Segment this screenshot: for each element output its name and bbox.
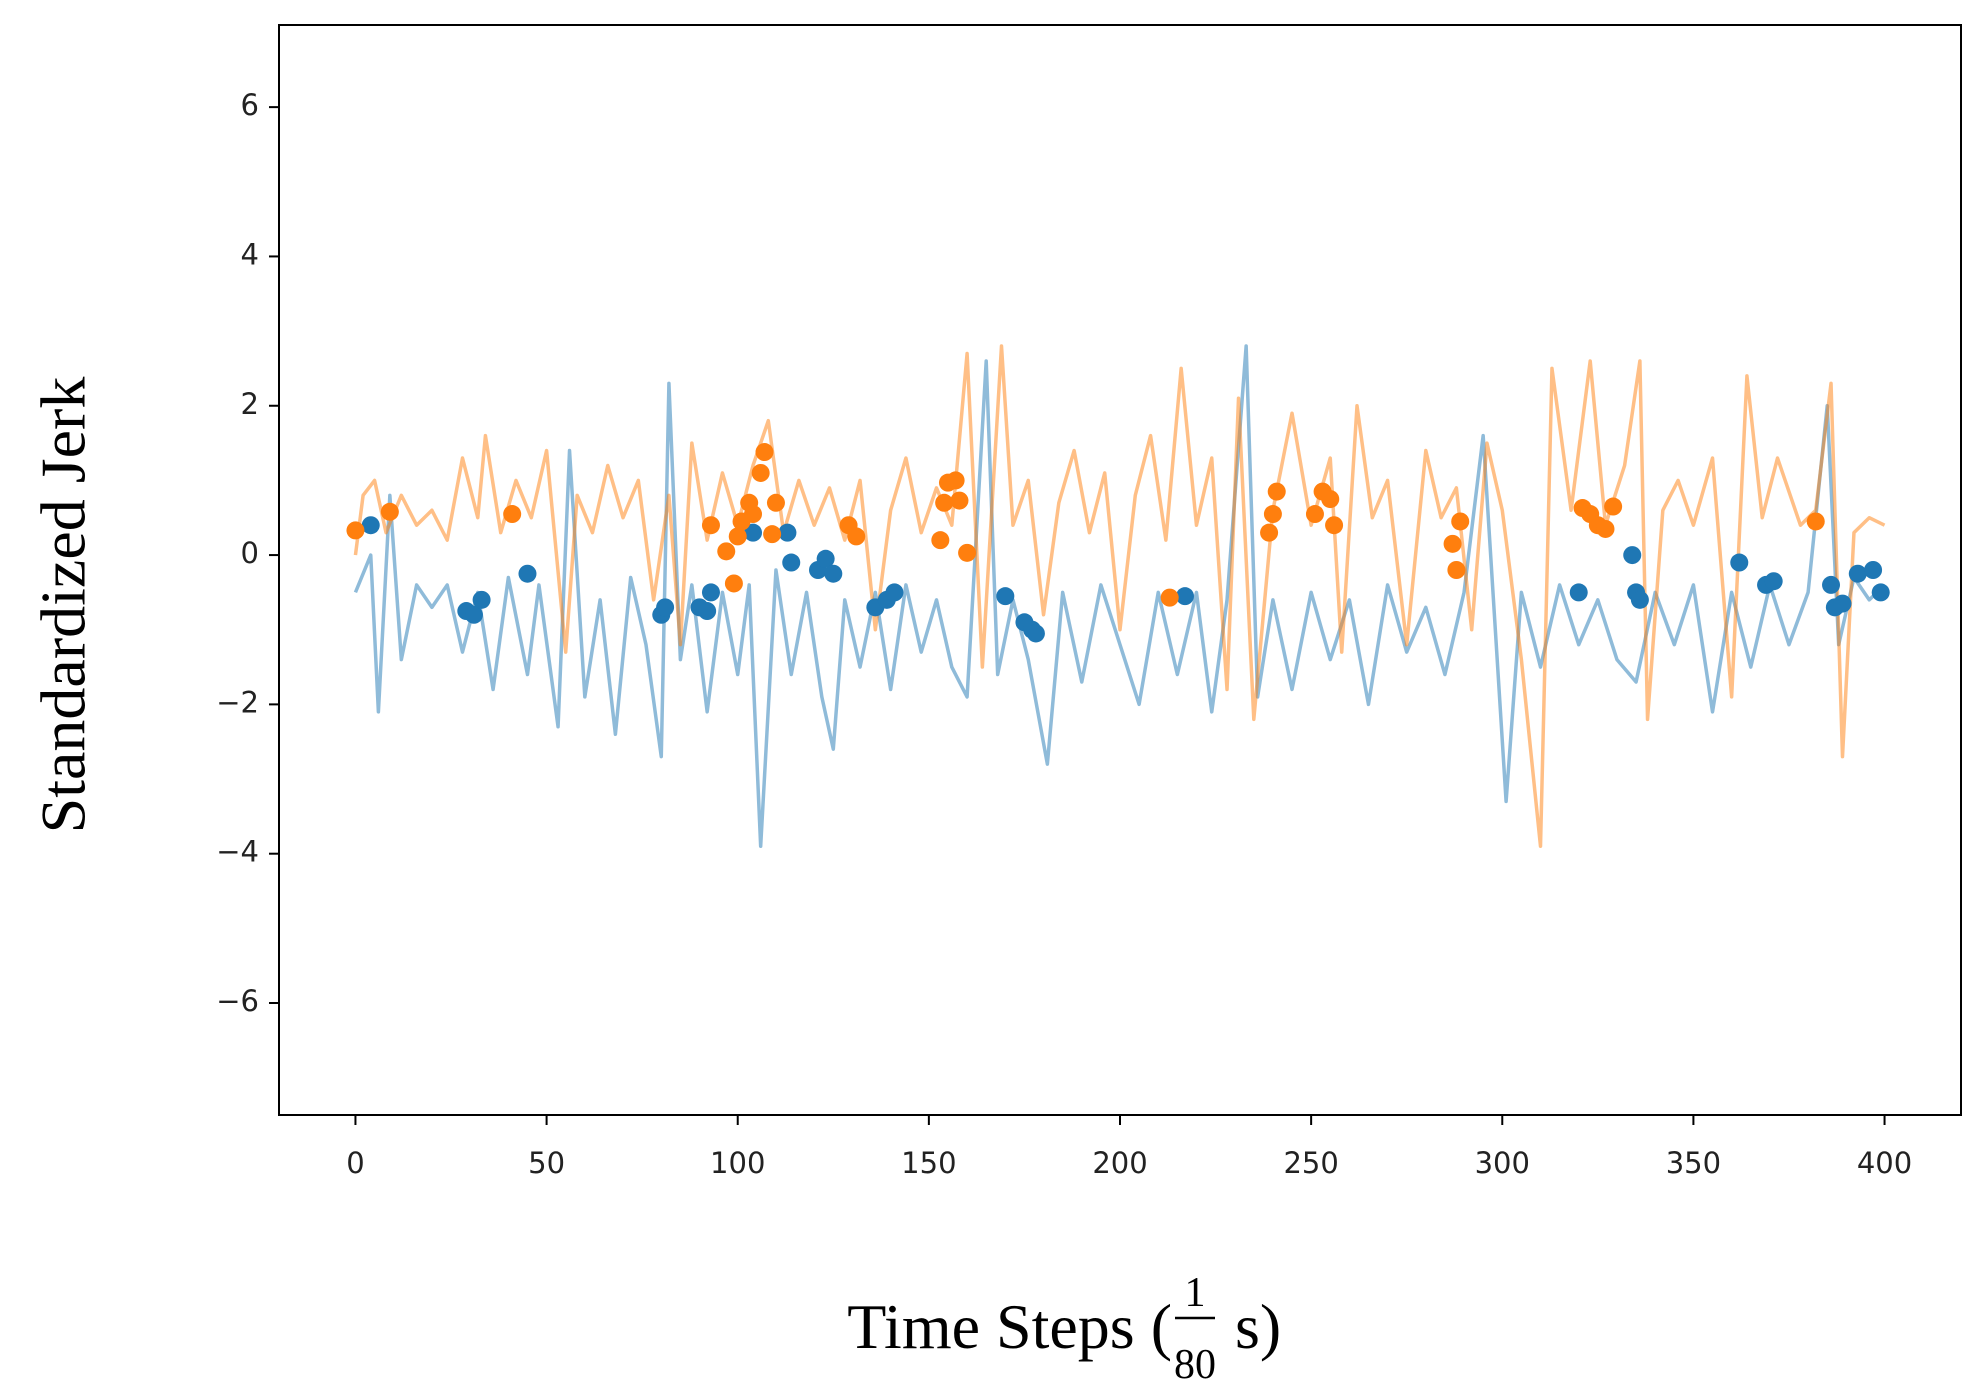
scatter-point <box>1833 594 1852 613</box>
scatter-point <box>744 505 763 524</box>
scatter-point <box>1630 590 1649 609</box>
scatter-point <box>996 587 1015 606</box>
scatter-point <box>472 590 491 609</box>
scatter-point <box>1260 523 1279 542</box>
scatter-point <box>701 583 720 602</box>
scatter-point <box>361 516 380 535</box>
x-tick-label: 250 <box>1283 1146 1338 1180</box>
scatter-point <box>751 463 770 482</box>
scatter-point <box>346 521 365 540</box>
scatter-point <box>518 564 537 583</box>
y-tick-label: 0 <box>241 536 259 570</box>
scatter-point <box>1451 512 1470 531</box>
scatter-point <box>1325 516 1344 535</box>
y-tick-label: −6 <box>216 984 259 1018</box>
x-label-numerator: 1 <box>1185 1270 1206 1316</box>
scatter-point <box>755 443 774 462</box>
scatter-point <box>1604 497 1623 516</box>
scatter-point <box>1263 505 1282 524</box>
scatter-point <box>1267 482 1286 501</box>
x-tick-label: 200 <box>1092 1146 1147 1180</box>
scatter-point <box>1447 561 1466 579</box>
scatter-point <box>1443 534 1462 553</box>
scatter-point <box>946 471 965 490</box>
scatter-point <box>1305 505 1324 524</box>
series-line <box>353 344 1886 848</box>
scatter-point <box>1848 564 1867 583</box>
scatter-point <box>1864 561 1883 579</box>
y-tick-label: 6 <box>241 88 259 122</box>
scatter-point <box>717 542 736 561</box>
scatter-point <box>778 523 797 542</box>
scatter-point <box>1822 575 1841 594</box>
y-tick-label: 2 <box>241 387 259 421</box>
scatter-point <box>958 543 977 562</box>
x-label-text: Time Steps ( <box>847 1291 1172 1362</box>
scatter-point <box>950 491 969 510</box>
scatter-point <box>503 505 522 524</box>
x-tick-label: 400 <box>1857 1146 1912 1180</box>
scatter-point <box>824 564 843 583</box>
x-tick-label: 50 <box>528 1146 565 1180</box>
scatter-point <box>763 525 782 544</box>
y-tick-label: 4 <box>241 237 259 271</box>
scatter-point <box>1596 519 1615 538</box>
scatter-point <box>885 583 904 602</box>
scatter-point <box>656 598 675 617</box>
x-tick-label: 0 <box>346 1146 364 1180</box>
scatter-point <box>464 605 483 624</box>
scatter-point <box>1871 583 1890 602</box>
scatter-point <box>931 531 950 550</box>
scatter-point <box>698 602 717 621</box>
scatter-point <box>816 549 835 568</box>
scatter-point <box>380 502 399 521</box>
scatter-point <box>1569 583 1588 602</box>
scatter-point <box>1806 512 1825 531</box>
x-tick-label: 100 <box>710 1146 765 1180</box>
x-tick-label: 350 <box>1666 1146 1721 1180</box>
x-label-denominator: 80 <box>1174 1342 1216 1388</box>
scatter-point <box>744 523 763 542</box>
scatter-point <box>1175 587 1194 606</box>
scatter-point <box>724 574 743 593</box>
x-tick-label: 300 <box>1475 1146 1530 1180</box>
x-label-unit: s) <box>1235 1291 1281 1362</box>
scatter-point <box>847 527 866 546</box>
plot-area <box>346 344 1890 848</box>
scatter-point <box>1623 546 1642 565</box>
series-line <box>353 344 1886 848</box>
scatter-point <box>1730 553 1749 572</box>
x-tick-label: 150 <box>901 1146 956 1180</box>
scatter-point <box>1764 572 1783 591</box>
scatter-point <box>935 493 954 512</box>
scatter-point <box>1321 490 1340 509</box>
scatter-point <box>1160 588 1179 607</box>
scatter-point <box>1026 624 1045 643</box>
x-axis-label: Time Steps ( 1 80 s) <box>847 1270 1281 1388</box>
scatter-point <box>701 516 720 535</box>
y-tick-label: −4 <box>216 835 259 869</box>
scatter-point <box>782 553 801 572</box>
y-tick-label: −2 <box>216 685 259 719</box>
scatter-point <box>728 527 747 546</box>
scatter-point <box>766 493 785 512</box>
y-axis-label: Standardized Jerk <box>28 377 99 834</box>
